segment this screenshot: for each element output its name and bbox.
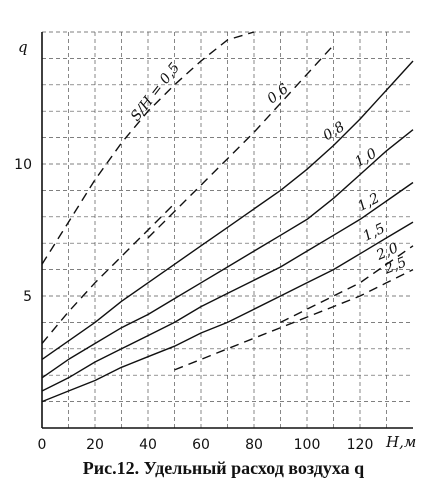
x-tick-label: 80 bbox=[245, 437, 263, 453]
curve-label: 0,8 bbox=[320, 119, 347, 144]
series-line bbox=[41, 221, 414, 403]
series-line bbox=[280, 245, 414, 324]
series-line bbox=[41, 203, 175, 344]
y-tick-label: 10 bbox=[14, 157, 32, 173]
series-line bbox=[174, 268, 414, 371]
axes bbox=[41, 32, 413, 429]
series-line bbox=[41, 181, 414, 392]
x-tick-label: 100 bbox=[294, 437, 321, 453]
y-axis-label: q bbox=[18, 38, 28, 56]
tick-labels: 0 20 40 60 80 100 120 5 10 bbox=[14, 157, 373, 453]
series-group bbox=[41, 31, 414, 403]
x-tick-label: 120 bbox=[347, 437, 374, 453]
x-tick-label: 40 bbox=[139, 437, 157, 453]
x-tick-label: 20 bbox=[86, 437, 104, 453]
series-line bbox=[41, 60, 414, 360]
x-axis-label: H,м bbox=[385, 433, 416, 451]
grid bbox=[42, 31, 413, 428]
curve-label: 1,2 bbox=[355, 190, 382, 215]
series-line bbox=[41, 129, 414, 379]
x-tick-label: 60 bbox=[192, 437, 210, 453]
series-line bbox=[41, 31, 255, 265]
x-tick-label: 0 bbox=[38, 437, 47, 453]
y-tick-label: 5 bbox=[23, 289, 32, 305]
curve-label: S/H = 0,5 bbox=[128, 60, 183, 125]
curve-label: 1,0 bbox=[352, 145, 379, 170]
curve-label: 1,5 bbox=[361, 221, 388, 245]
figure-caption: Рис.12. Удельный расход воздуха q bbox=[82, 458, 365, 478]
